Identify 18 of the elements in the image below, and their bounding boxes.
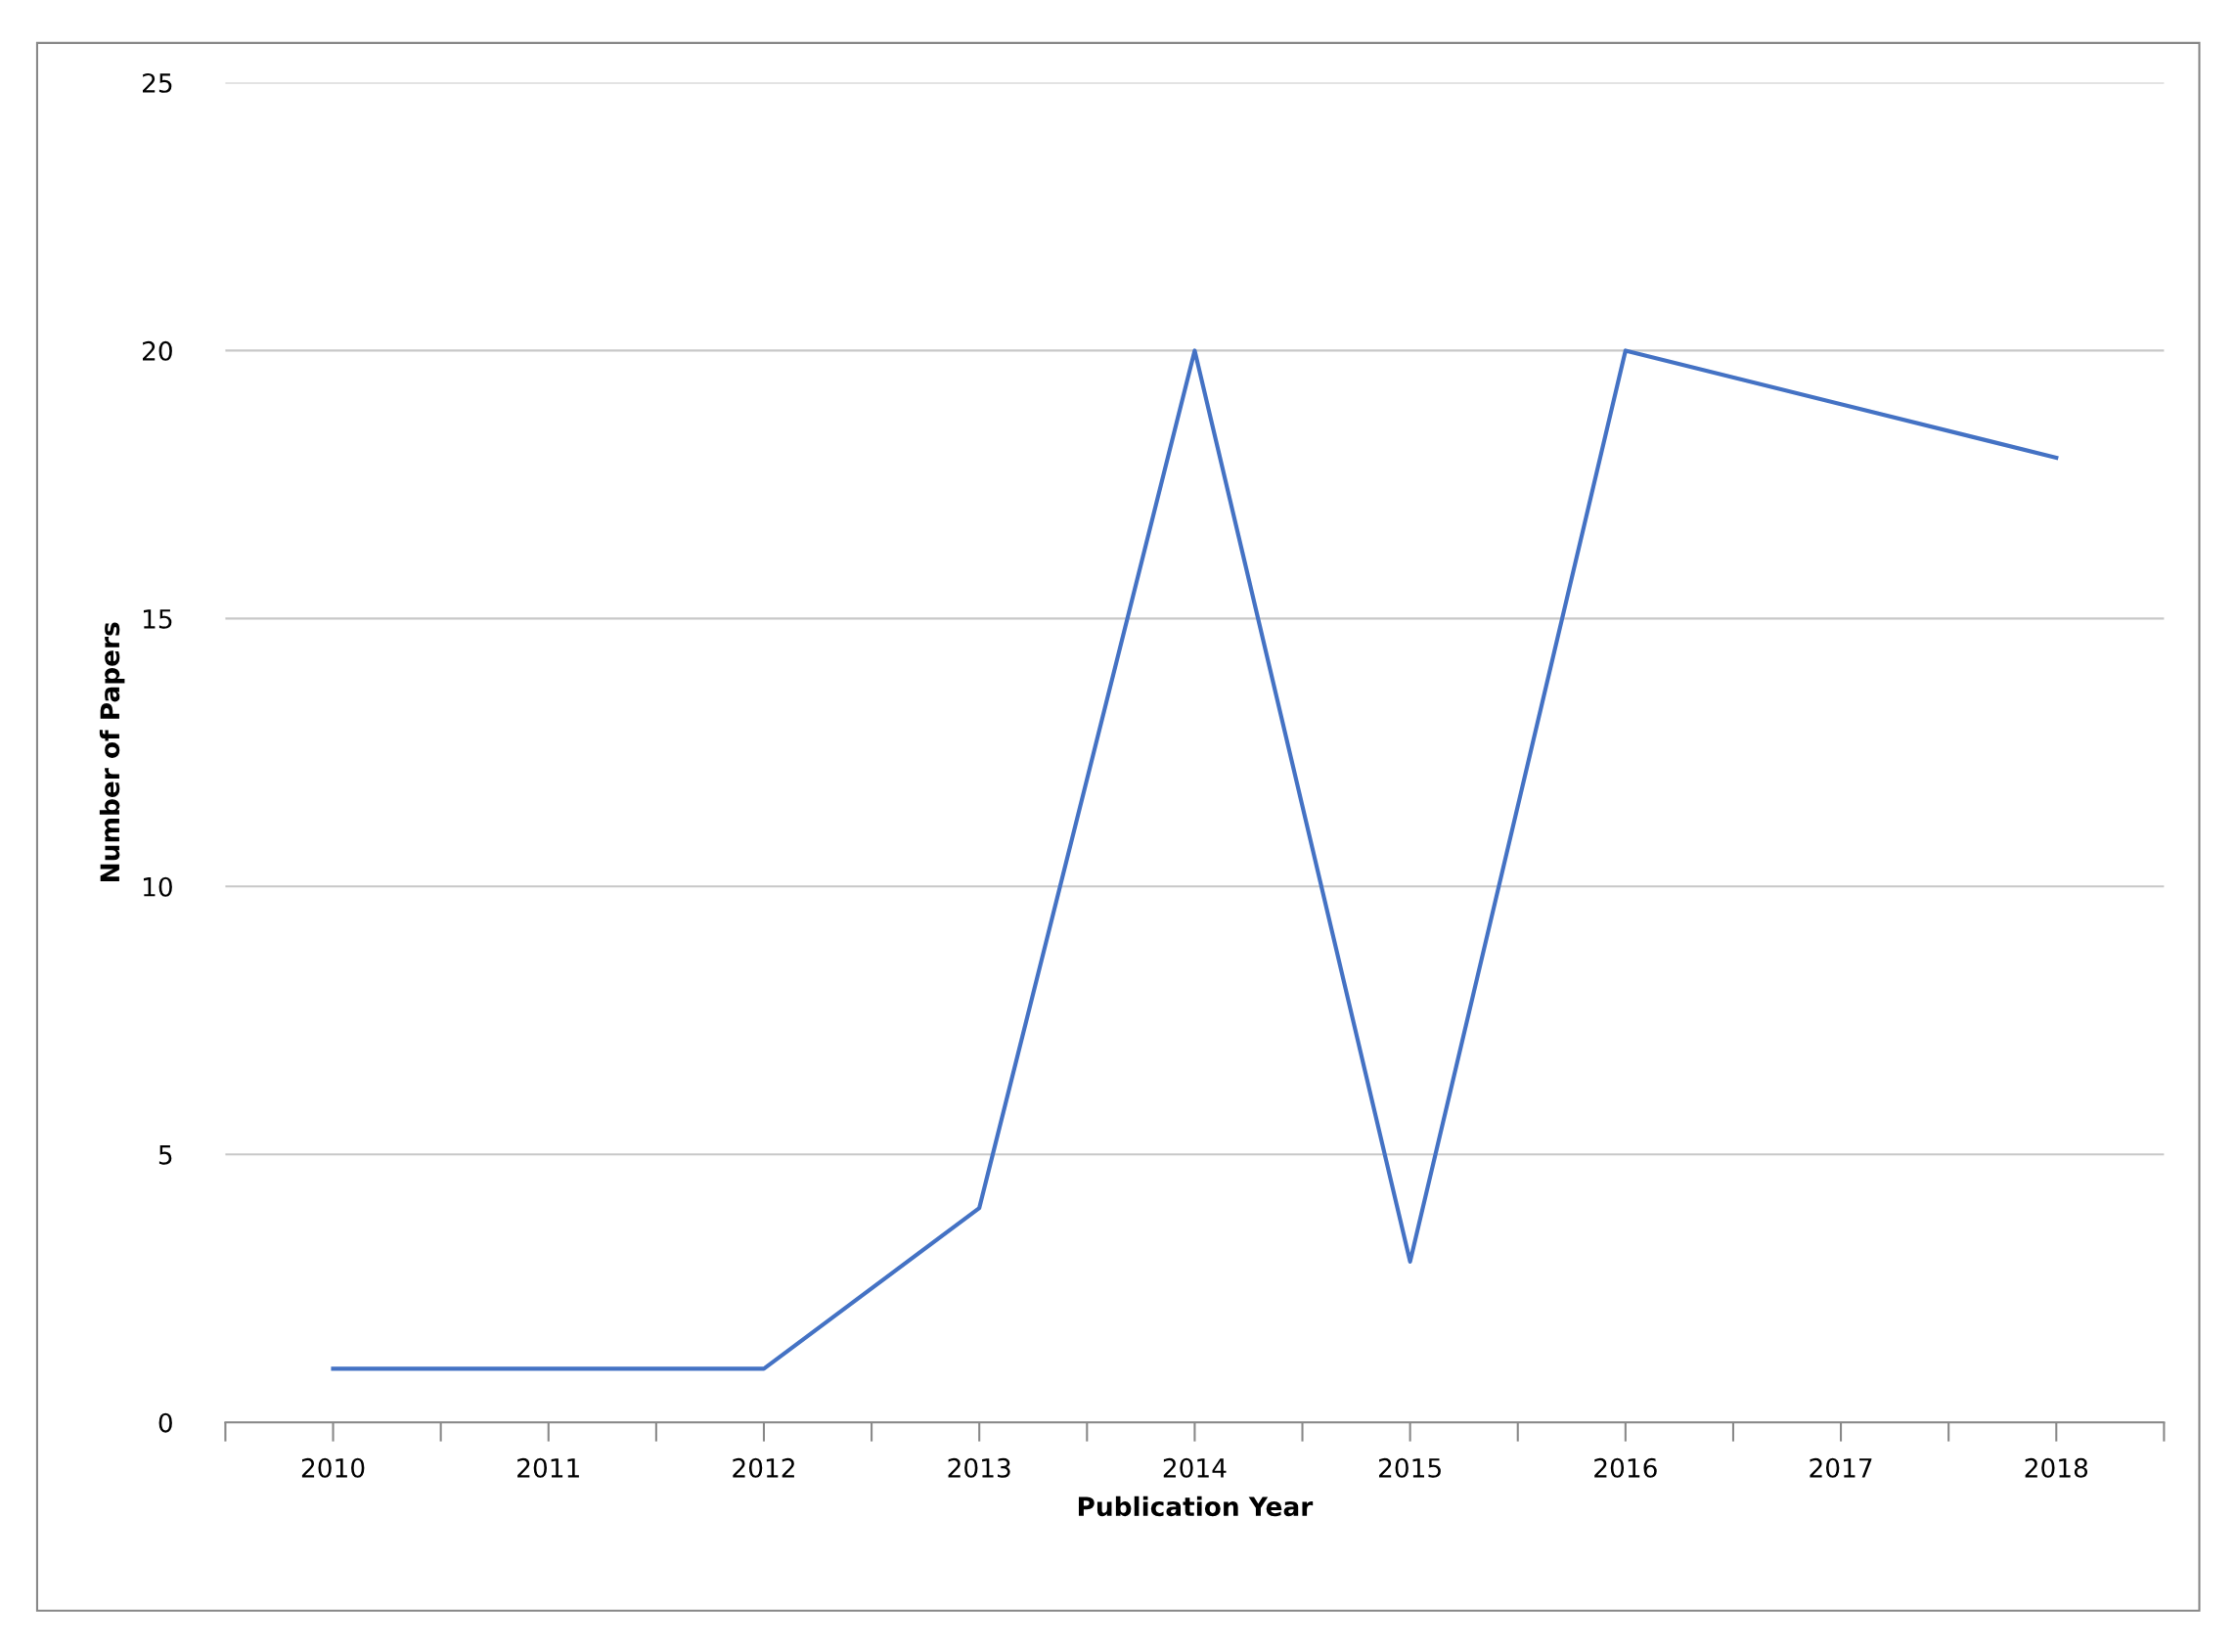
x-tick-label: 2018 bbox=[2025, 1457, 2088, 1478]
x-tick-label: 2015 bbox=[1378, 1457, 1441, 1478]
x-tick-label: 2010 bbox=[301, 1457, 365, 1478]
y-tick-label: 20 bbox=[143, 340, 172, 361]
y-tick-label: 25 bbox=[143, 72, 172, 93]
x-axis-title: Publication Year bbox=[1078, 1496, 1314, 1517]
y-tick-label: 0 bbox=[158, 1412, 172, 1433]
x-tick-label: 2013 bbox=[948, 1457, 1010, 1478]
x-tick-label: 2016 bbox=[1594, 1457, 1657, 1478]
x-tick-label: 2014 bbox=[1163, 1457, 1227, 1478]
x-tick-label: 2012 bbox=[733, 1457, 794, 1478]
line-series bbox=[331, 348, 2059, 1371]
x-tick-label: 2017 bbox=[1810, 1457, 1872, 1478]
y-axis-title: Number of Papers bbox=[99, 622, 125, 881]
y-tick-label: 10 bbox=[143, 876, 172, 897]
y-tick-label: 15 bbox=[143, 609, 172, 629]
x-tick-label: 2011 bbox=[517, 1457, 579, 1478]
y-tick-label: 5 bbox=[158, 1145, 172, 1165]
